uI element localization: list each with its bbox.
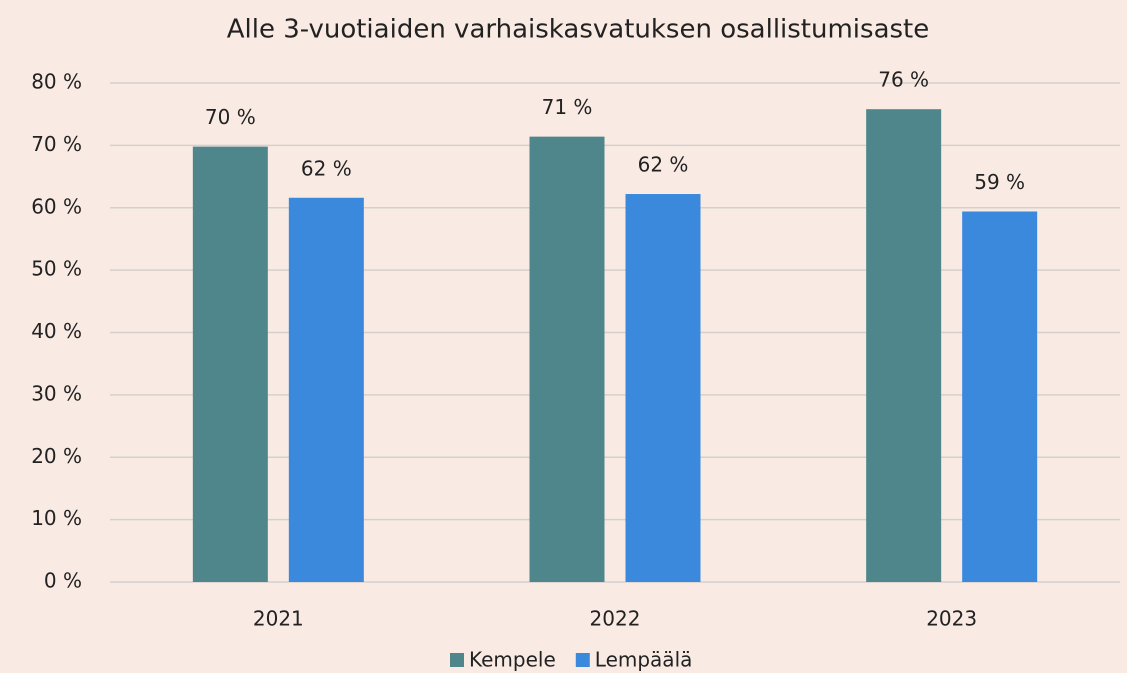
y-tick-label: 50 %	[31, 257, 82, 281]
chart-title: Alle 3-vuotiaiden varhaiskasvatuksen osa…	[227, 15, 930, 45]
y-tick-label: 60 %	[31, 194, 82, 218]
bar	[962, 211, 1038, 582]
x-tick-label: 2023	[926, 607, 977, 631]
bar	[866, 109, 942, 582]
y-tick-label: 40 %	[31, 319, 82, 343]
y-tick-label: 30 %	[31, 381, 82, 405]
legend-swatch	[575, 653, 590, 667]
legend-label: Lempäälä	[595, 648, 693, 672]
y-tick-label: 20 %	[31, 444, 82, 468]
legend-label: Kempele	[469, 648, 556, 672]
y-tick-label: 70 %	[31, 132, 82, 156]
data-label: 76 %	[878, 68, 929, 92]
data-label: 62 %	[638, 153, 689, 177]
legend-swatch	[450, 653, 464, 667]
x-tick-label: 2022	[590, 607, 641, 631]
bar	[192, 146, 268, 582]
bar	[529, 136, 605, 582]
data-label: 71 %	[542, 95, 593, 119]
bar	[625, 194, 701, 582]
bar	[288, 197, 364, 582]
y-tick-label: 0 %	[44, 569, 82, 593]
y-tick-label: 80 %	[31, 70, 82, 94]
data-label: 62 %	[301, 156, 352, 180]
y-tick-label: 10 %	[31, 506, 82, 530]
data-label: 70 %	[205, 105, 256, 129]
x-tick-label: 2021	[253, 607, 304, 631]
data-label: 59 %	[974, 170, 1025, 194]
